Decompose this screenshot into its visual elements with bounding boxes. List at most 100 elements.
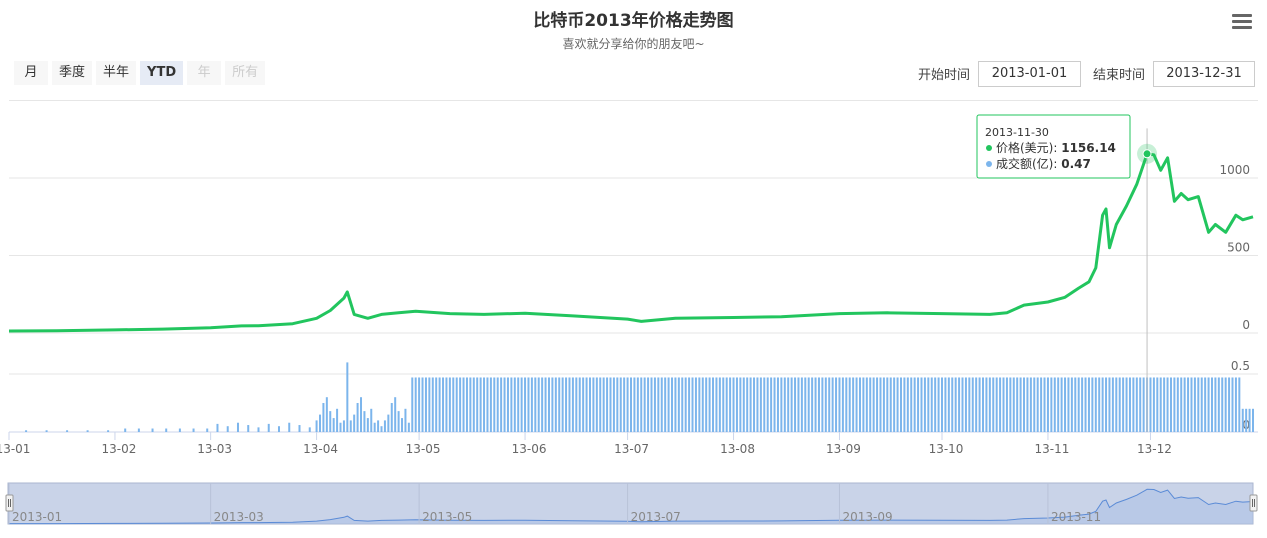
volume-bar xyxy=(107,430,110,432)
volume-bar xyxy=(455,377,458,432)
volume-bar xyxy=(759,377,762,432)
range-button-all: 所有 xyxy=(225,61,266,85)
volume-bar xyxy=(845,377,848,432)
range-button-half-year[interactable]: 半年 xyxy=(96,61,137,85)
volume-bar xyxy=(387,414,390,432)
volume-bar xyxy=(25,430,28,432)
volume-bar xyxy=(1217,377,1220,432)
volume-bar xyxy=(821,377,824,432)
chart-subtitle: 喜欢就分享给你的朋友吧~ xyxy=(562,37,705,51)
volume-bar xyxy=(1033,377,1036,432)
volume-bar xyxy=(691,377,694,432)
volume-bar xyxy=(944,377,947,432)
volume-bar xyxy=(1234,377,1237,432)
range-button-year: 年 xyxy=(187,61,222,85)
volume-bar xyxy=(517,377,520,432)
volume-bar xyxy=(896,377,899,432)
volume-bar xyxy=(671,377,674,432)
volume-bar xyxy=(640,377,643,432)
volume-bar xyxy=(496,377,499,432)
volume-bar xyxy=(1190,377,1193,432)
volume-bar xyxy=(1046,377,1049,432)
volume-bar xyxy=(616,377,619,432)
volume-bar xyxy=(1207,377,1210,432)
volume-bar xyxy=(544,377,547,432)
volume-bar xyxy=(937,377,940,432)
tooltip-volume-row: 成交额(亿): 0.47 xyxy=(996,156,1091,171)
volume-bar xyxy=(394,397,397,432)
volume-bar xyxy=(407,422,410,432)
volume-bar xyxy=(1166,377,1169,432)
hamburger-menu-icon[interactable] xyxy=(1232,14,1252,30)
start-date-input[interactable]: 2013-01-01 xyxy=(978,61,1081,87)
volume-bar xyxy=(578,377,581,432)
volume-bar xyxy=(421,377,424,432)
end-date-label: 结束时间 xyxy=(1093,68,1146,83)
volume-bar xyxy=(1067,377,1070,432)
volume-bar xyxy=(968,377,971,432)
navigator-line xyxy=(9,488,1254,525)
volume-bar xyxy=(206,428,209,432)
volume-bar xyxy=(469,377,472,432)
volume-bar xyxy=(226,426,229,432)
volume-bar xyxy=(988,377,991,432)
volume-bar xyxy=(568,377,571,432)
volume-bar xyxy=(869,377,872,432)
navigator-right-handle[interactable] xyxy=(1249,494,1258,512)
navigator-selection xyxy=(7,482,1254,525)
range-button-ytd[interactable]: YTD xyxy=(140,61,184,85)
volume-bar xyxy=(917,377,920,432)
volume-bar xyxy=(958,377,961,432)
volume-bar xyxy=(800,377,803,432)
volume-bar xyxy=(882,377,885,432)
volume-bar xyxy=(1084,377,1087,432)
volume-bar xyxy=(216,423,219,432)
range-button-quarter[interactable]: 季度 xyxy=(52,61,93,85)
volume-bar xyxy=(448,377,451,432)
volume-bar xyxy=(903,377,906,432)
volume-bar xyxy=(794,377,797,432)
volume-bar xyxy=(510,377,513,432)
volume-bar xyxy=(1221,377,1224,432)
range-button-month[interactable]: 月 xyxy=(14,61,48,85)
volume-bar xyxy=(855,377,858,432)
volume-bar xyxy=(1074,377,1077,432)
x-axis-label: 13-11 xyxy=(1035,442,1070,456)
volume-bar xyxy=(715,377,718,432)
hover-point xyxy=(1142,149,1152,159)
volume-bar xyxy=(86,430,89,432)
volume-bar xyxy=(472,377,475,432)
volume-bar xyxy=(660,377,663,432)
volume-bar xyxy=(623,377,626,432)
volume-bar xyxy=(1224,377,1227,432)
volume-bar xyxy=(373,422,376,432)
volume-bar xyxy=(585,377,588,432)
volume-bar xyxy=(930,377,933,432)
volume-bar xyxy=(1152,377,1155,432)
stock-chart[interactable]: 050010000.5013-0113-0213-0313-0413-0513-… xyxy=(0,95,1267,538)
volume-bar xyxy=(995,377,998,432)
volume-bar xyxy=(1002,377,1005,432)
end-date-input[interactable]: 2013-12-31 xyxy=(1153,61,1255,87)
volume-bar xyxy=(66,430,69,432)
volume-bar xyxy=(653,377,656,432)
volume-bar xyxy=(1193,377,1196,432)
x-axis-label: 13-06 xyxy=(512,442,547,456)
volume-bar xyxy=(428,377,431,432)
volume-bar xyxy=(247,425,250,432)
volume-bar xyxy=(414,377,417,432)
volume-bar xyxy=(462,377,465,432)
navigator-left-handle[interactable] xyxy=(5,494,14,512)
volume-bar xyxy=(910,377,913,432)
volume-bar xyxy=(941,377,943,432)
volume-bar xyxy=(698,377,701,432)
volume-bar xyxy=(561,377,564,432)
volume-bar xyxy=(1180,377,1183,432)
volume-bar xyxy=(236,422,239,432)
volume-bar xyxy=(401,418,404,432)
volume-bar xyxy=(712,377,715,432)
volume-bar xyxy=(1245,408,1248,432)
volume-bar xyxy=(1248,408,1251,432)
volume-bar xyxy=(465,377,468,432)
